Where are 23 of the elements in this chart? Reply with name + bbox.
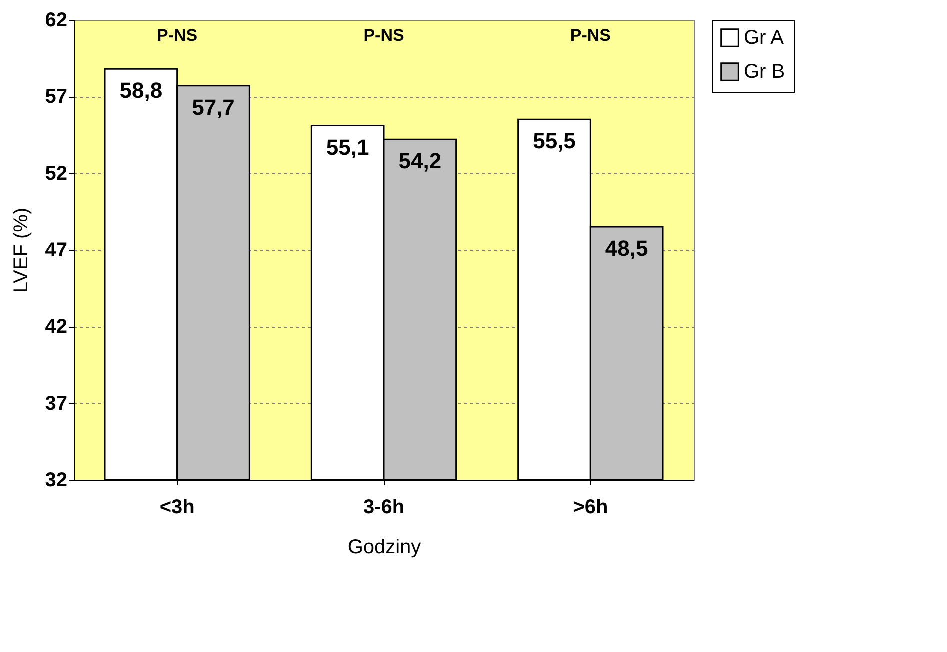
x-axis-title: Godziny [348,536,422,558]
annotation: P-NS [157,26,198,45]
data-label: 55,5 [533,128,576,154]
y-tick-label: 37 [45,392,68,415]
data-label: 55,1 [326,134,370,160]
data-label: 54,2 [398,148,442,174]
y-tick-label: 52 [45,162,68,185]
data-label: 58,8 [120,78,163,104]
data-label: 48,5 [605,236,648,261]
x-tick-label: 3-6h [363,496,405,518]
annotation: P-NS [570,26,611,45]
legend-label: Gr B [744,61,786,83]
legend-label: Gr A [744,27,785,49]
x-tick-label: >6h [573,496,608,518]
x-tick-label: <3h [160,496,195,518]
y-tick-label: 32 [45,470,68,492]
y-tick-label: 62 [45,10,68,32]
data-label: 57,7 [192,94,235,120]
y-axis-title: LVEF (%) [10,208,32,294]
y-tick-label: 42 [45,316,68,338]
y-tick-label: 47 [45,240,68,262]
y-tick-label: 57 [45,86,68,108]
annotation: P-NS [364,26,404,45]
